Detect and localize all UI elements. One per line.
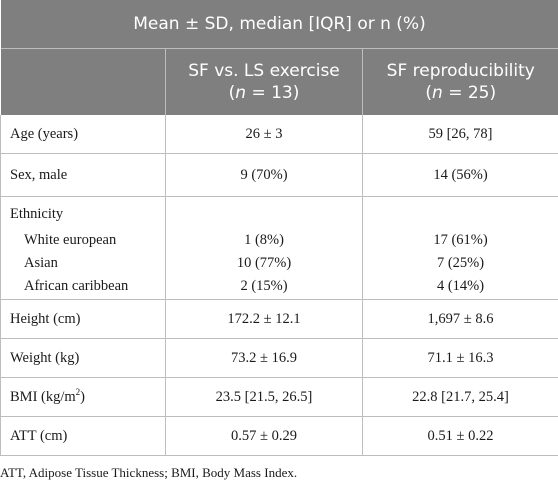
column-header-sf-vs-ls: SF vs. LS exercise (n = 13)	[165, 48, 363, 115]
sub-row-label: Asian	[24, 255, 58, 271]
table-row-weight: Weight (kg) 73.2 ± 16.9 71.1 ± 16.3	[0, 338, 558, 378]
row-label: ATT (cm)	[0, 416, 166, 456]
header-blank-cell	[0, 48, 166, 115]
column-header-name: SF reproducibility	[386, 61, 535, 81]
cell-value: 26 ± 3	[165, 115, 363, 154]
row-label: Height (cm)	[0, 299, 166, 339]
row-label-group: Ethnicity White european Asian African c…	[0, 196, 166, 300]
row-label: Ethnicity	[10, 206, 64, 222]
row-label: Weight (kg)	[0, 338, 166, 378]
column-header-name: SF vs. LS exercise	[188, 61, 340, 81]
table-row-sex: Sex, male 9 (70%) 14 (56%)	[0, 153, 558, 197]
header-row-title: Mean ± SD, median [IQR] or n (%)	[0, 0, 558, 49]
table-row-age: Age (years) 26 ± 3 59 [26, 78]	[0, 115, 558, 154]
cell-value: 73.2 ± 16.9	[165, 338, 363, 378]
table-row-bmi: BMI (kg/m2) 23.5 [21.5, 26.5] 22.8 [21.7…	[0, 377, 558, 417]
cell-value: 0.51 ± 0.22	[362, 416, 558, 456]
cell-value: 2 (15%)	[240, 278, 288, 294]
row-label: BMI (kg/m2)	[0, 377, 166, 417]
cell-value-group: 17 (61%) 7 (25%) 4 (14%)	[362, 196, 558, 300]
cell-value: 7 (25%)	[436, 255, 485, 271]
cell-value: 1 (8%)	[244, 232, 284, 248]
cell-value: 0.57 ± 0.29	[165, 416, 363, 456]
cell-value: 4 (14%)	[436, 278, 485, 294]
cell-value: 71.1 ± 16.3	[362, 338, 558, 378]
sub-row-label: White european	[24, 232, 117, 248]
row-label: Age (years)	[0, 115, 166, 154]
sub-row-label: African caribbean	[24, 278, 129, 294]
column-header-n: (n = 25)	[425, 83, 497, 103]
table-row-att: ATT (cm) 0.57 ± 0.29 0.51 ± 0.22	[0, 416, 558, 456]
cell-value: 59 [26, 78]	[362, 115, 558, 154]
cell-value: 22.8 [21.7, 25.4]	[362, 377, 558, 417]
cell-value: 10 (77%)	[236, 255, 292, 271]
cell-value: 17 (61%)	[433, 232, 488, 248]
row-label: Sex, male	[0, 153, 166, 197]
demographics-table: Mean ± SD, median [IQR] or n (%) SF vs. …	[0, 0, 558, 456]
table-row-ethnicity: Ethnicity White european Asian African c…	[0, 196, 558, 300]
column-header-n: (n = 13)	[228, 83, 300, 103]
column-header-sf-reproducibility: SF reproducibility (n = 25)	[362, 48, 558, 115]
cell-value: 1,697 ± 8.6	[362, 299, 558, 339]
header-title: Mean ± SD, median [IQR] or n (%)	[0, 0, 558, 49]
table-footnote: ATT, Adipose Tissue Thickness; BMI, Body…	[0, 465, 298, 480]
header-row-columns: SF vs. LS exercise (n = 13) SF reproduci…	[0, 48, 558, 115]
table-row-height: Height (cm) 172.2 ± 12.1 1,697 ± 8.6	[0, 299, 558, 339]
cell-value: 14 (56%)	[362, 153, 558, 197]
cell-value: 9 (70%)	[165, 153, 363, 197]
cell-value: 23.5 [21.5, 26.5]	[165, 377, 363, 417]
cell-value: 172.2 ± 12.1	[165, 299, 363, 339]
cell-value-group: 1 (8%) 10 (77%) 2 (15%)	[165, 196, 363, 300]
